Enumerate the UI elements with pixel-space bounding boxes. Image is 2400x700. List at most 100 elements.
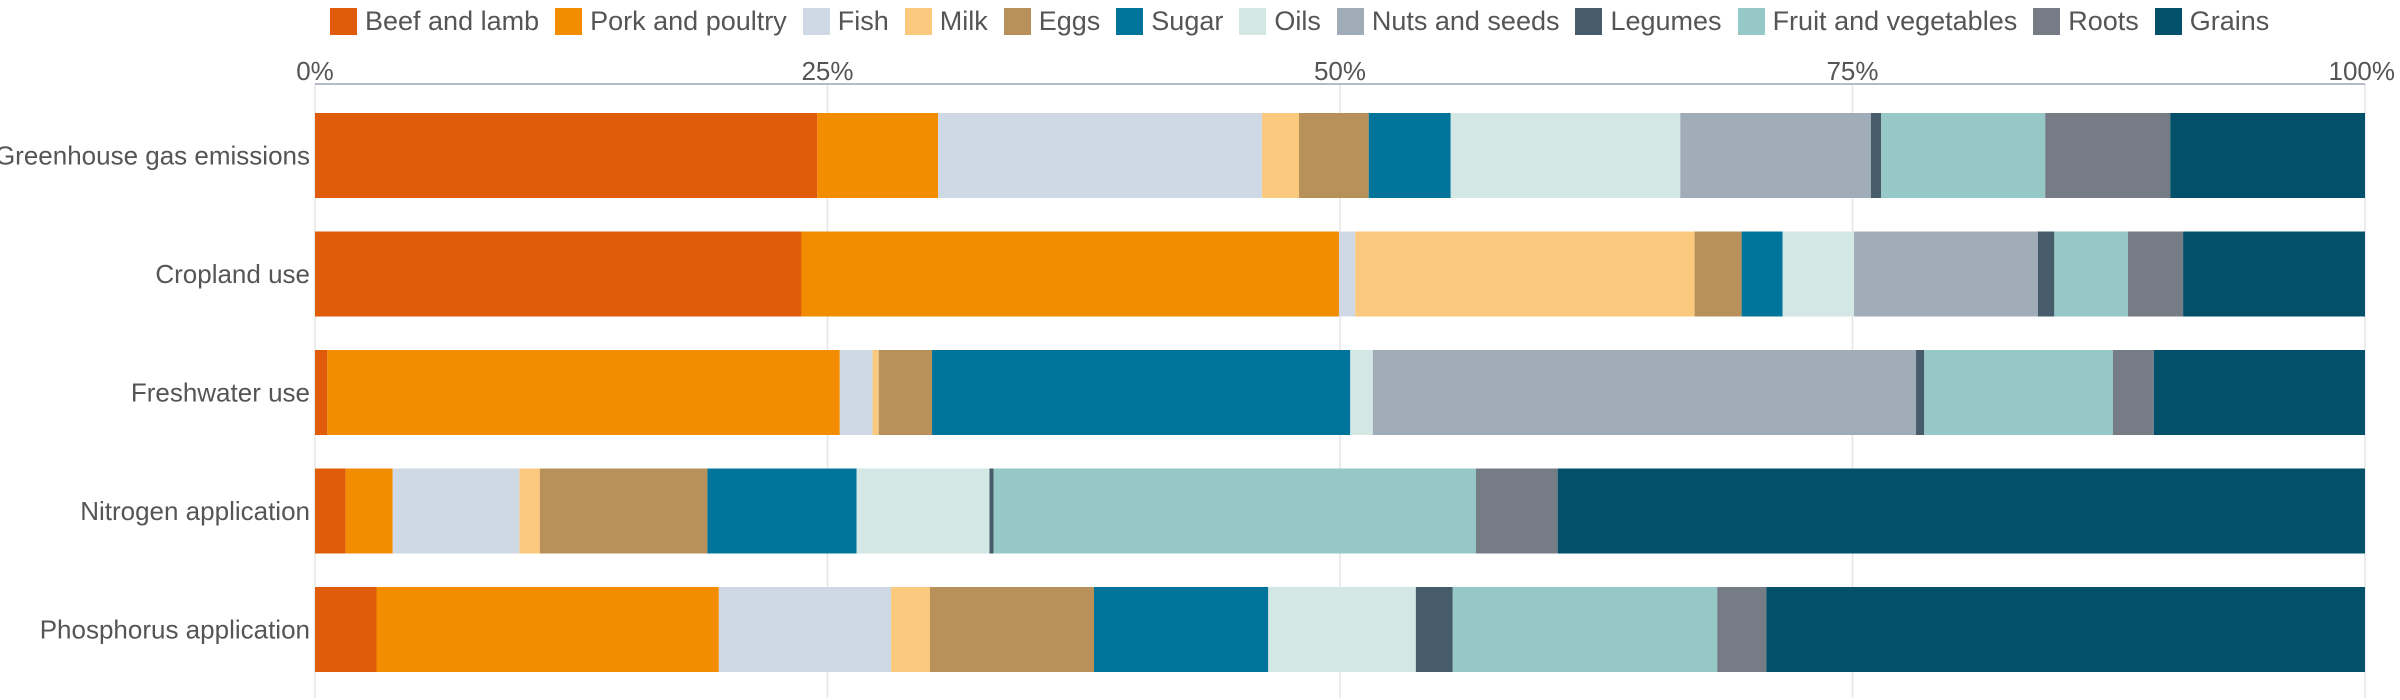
bar-segment <box>1268 587 1416 672</box>
legend-label: Fish <box>837 6 889 36</box>
legend-label: Roots <box>2068 6 2139 36</box>
x-tick-label: 75% <box>1826 56 1878 86</box>
legend-swatch <box>2154 8 2182 35</box>
bar-segment <box>718 587 892 672</box>
legend-item: Beef and lamb <box>330 6 539 37</box>
bar-segment <box>856 468 990 554</box>
bar-segment <box>839 350 873 435</box>
bar-segment <box>1262 113 1299 198</box>
bar-segment <box>315 468 346 554</box>
category-label: Greenhouse gas emissions <box>0 141 310 171</box>
legend-label: Beef and lamb <box>365 6 540 36</box>
bar-segment <box>1450 113 1681 198</box>
bar-segment <box>345 468 393 554</box>
category-label: Freshwater use <box>131 378 310 408</box>
bar-segment <box>2127 231 2184 317</box>
bar-segment <box>938 113 1263 198</box>
legend-label: Legumes <box>1610 6 1722 36</box>
legend-label: Oils <box>1274 6 1321 36</box>
legend-item: Roots <box>2033 6 2139 37</box>
legend-label: Pork and poultry <box>590 6 787 36</box>
x-tick-label: 0% <box>296 56 334 86</box>
legend-swatch <box>555 8 583 35</box>
legend-label: Sugar <box>1151 6 1224 36</box>
bar-segment <box>1782 231 1855 317</box>
legend-swatch <box>904 8 932 35</box>
bar-segment <box>315 587 377 672</box>
bar-segment <box>539 468 708 554</box>
bar-segment <box>1870 113 1882 198</box>
bar-segment <box>878 350 933 435</box>
bar-segment <box>315 350 328 435</box>
bar-segment <box>801 231 1339 317</box>
bar-segment <box>932 350 1351 435</box>
bar-segment <box>376 587 719 672</box>
bar-segment <box>1680 113 1871 198</box>
legend-swatch <box>330 8 357 35</box>
bar-segment <box>817 113 939 198</box>
category-label: Phosphorus application <box>40 615 310 645</box>
bar-segment <box>315 231 802 317</box>
bar-segment <box>872 350 879 435</box>
bar-segment <box>1854 231 2038 317</box>
legend-item: Oils <box>1239 6 1321 37</box>
bar-segment <box>1372 350 1917 435</box>
legend-label: Nuts and seeds <box>1371 6 1560 36</box>
x-tick-label: 50% <box>1314 56 1366 86</box>
bar-segment <box>327 350 840 435</box>
legend-label: Milk <box>939 6 988 36</box>
bar-segment <box>2112 350 2154 435</box>
bar-segment <box>1916 350 1925 435</box>
bar-segment <box>1694 231 1742 317</box>
legend-item: Sugar <box>1116 6 1223 37</box>
legend-label: Eggs <box>1038 6 1101 36</box>
legend-swatch <box>1336 8 1364 35</box>
chart-legend: Beef and lamb Pork and poultry Fish Milk Egg… <box>330 6 2285 37</box>
bar-segment <box>519 468 540 554</box>
bar-segment <box>1355 231 1695 317</box>
x-tick-label: 100% <box>2329 56 2396 86</box>
legend-item: Eggs <box>1003 6 1101 37</box>
bar-segment <box>1299 113 1369 198</box>
legend-item: Fruit and vegetables <box>1737 6 2018 37</box>
bar-segment <box>1368 113 1451 198</box>
bar-segment <box>1741 231 1783 317</box>
bar-segment <box>1475 468 1558 554</box>
bar-segment <box>2045 113 2171 198</box>
bar-segment <box>1557 468 2365 554</box>
legend-swatch <box>802 8 830 35</box>
legend-label: Fruit and vegetables <box>1772 6 2018 36</box>
legend-swatch <box>1575 8 1603 35</box>
x-tick-label: 25% <box>801 56 853 86</box>
bar-segment <box>707 468 857 554</box>
bar-segment <box>392 468 520 554</box>
bar-segment <box>1338 231 1356 317</box>
legend-swatch <box>2033 8 2061 35</box>
bar-segment <box>993 468 1476 554</box>
bar-segment <box>2170 113 2365 198</box>
bar-segment <box>1452 587 1718 672</box>
legend-swatch <box>1239 8 1267 35</box>
bar-segment <box>2054 231 2128 317</box>
bar-segment <box>1094 587 1269 672</box>
bar-segment <box>1881 113 2046 198</box>
bar-segment <box>315 113 818 198</box>
bar-segment <box>2153 350 2365 435</box>
legend-swatch <box>1116 8 1144 35</box>
bar-segment <box>1350 350 1373 435</box>
bar-segment <box>2037 231 2055 317</box>
bar-segment <box>891 587 930 672</box>
category-label: Cropland use <box>155 259 310 289</box>
legend-swatch <box>1003 8 1031 35</box>
legend-item: Nuts and seeds <box>1336 6 1560 37</box>
bar-segment <box>1717 587 1767 672</box>
legend-item: Pork and poultry <box>555 6 787 37</box>
category-label: Nitrogen application <box>80 496 310 526</box>
legend-swatch <box>1737 8 1765 35</box>
bar-segment <box>989 468 994 554</box>
bar-segment <box>1924 350 2113 435</box>
bar-segment <box>1415 587 1453 672</box>
legend-label: Grains <box>2189 6 2270 36</box>
bar-segment <box>930 587 1094 672</box>
